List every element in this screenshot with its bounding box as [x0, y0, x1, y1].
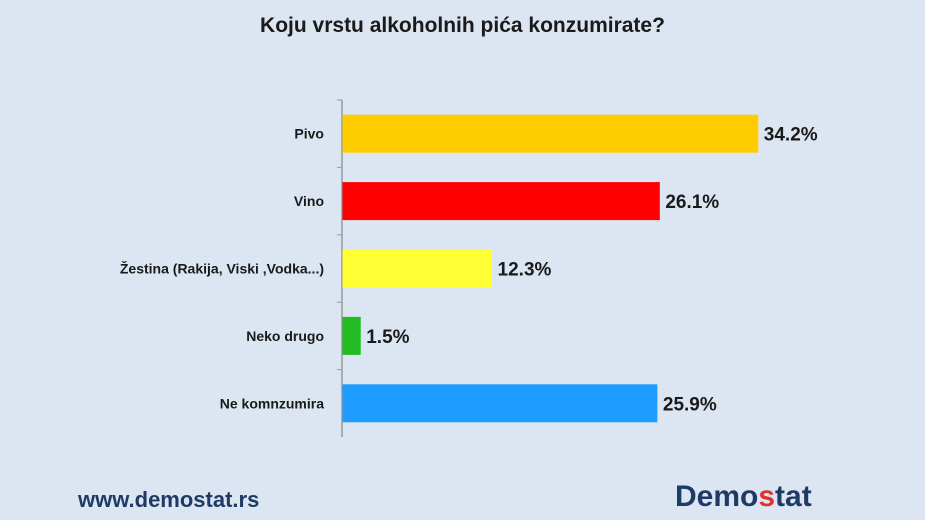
logo-main-text: Demo	[675, 480, 759, 513]
logo-accent-text: s	[758, 480, 776, 513]
category-label: Vino	[294, 193, 324, 209]
category-label: Neko drugo	[246, 328, 324, 344]
category-label: Ne komnzumira	[220, 395, 324, 411]
logo-rest-text: tat	[775, 480, 812, 513]
data-label: 12.3%	[498, 260, 552, 281]
category-label: Žestina (Rakija, Viski ,Vodka...)	[120, 260, 324, 277]
data-label: 1.5%	[366, 327, 409, 348]
bar-2	[342, 249, 493, 288]
bar-4	[342, 384, 658, 423]
chart-title: Koju vrstu alkoholnih pića konzumirate?	[260, 14, 665, 37]
category-label: Pivo	[294, 126, 324, 142]
bar-1	[342, 182, 660, 221]
bar-0	[342, 114, 759, 153]
data-label: 34.2%	[764, 125, 818, 146]
data-label: 26.1%	[665, 192, 719, 213]
data-label: 25.9%	[663, 394, 717, 415]
bar-3	[342, 316, 361, 355]
demostat-logo: Demostat	[675, 482, 812, 512]
footer-url[interactable]: www.demostat.rs	[78, 487, 260, 512]
